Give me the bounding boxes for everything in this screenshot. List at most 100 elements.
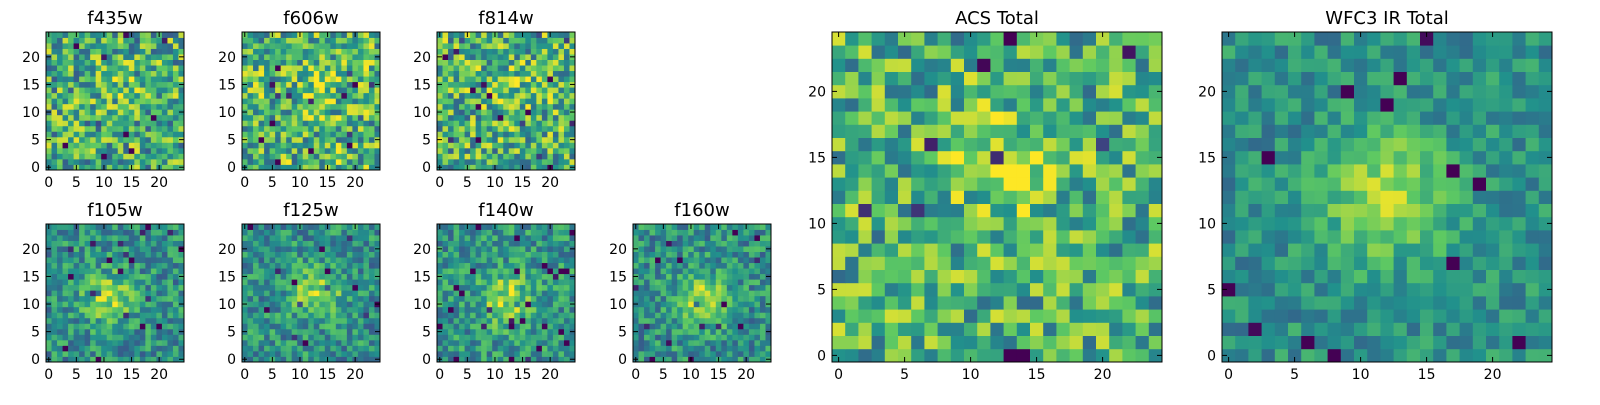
heatmap-cell	[352, 49, 358, 55]
heatmap-cell	[151, 43, 157, 49]
heatmap-cell	[498, 296, 504, 302]
heatmap-cell	[1109, 322, 1123, 336]
heatmap-cell	[123, 345, 129, 351]
heatmap-cell	[292, 307, 298, 313]
heatmap-cell	[123, 274, 129, 280]
heatmap-cell	[85, 120, 91, 126]
heatmap-cell	[542, 274, 548, 280]
heatmap-cell	[661, 318, 667, 324]
heatmap-cell	[525, 268, 531, 274]
heatmap-cell	[503, 131, 509, 137]
heatmap-cell	[107, 329, 113, 335]
heatmap-cell	[514, 87, 520, 93]
heatmap-cell	[96, 49, 102, 55]
heatmap-cell	[437, 71, 443, 77]
heatmap-cell	[63, 60, 69, 66]
heatmap-cell	[845, 243, 859, 257]
heatmap-cell	[286, 224, 292, 230]
heatmap-cell	[74, 323, 80, 329]
heatmap-cell	[68, 159, 74, 165]
heatmap-cell	[68, 120, 74, 126]
heatmap-cell	[749, 235, 755, 241]
heatmap-cell	[292, 257, 298, 263]
heatmap-cell	[977, 204, 991, 218]
heatmap-cell	[443, 274, 449, 280]
heatmap-cell	[459, 98, 465, 104]
heatmap-cell	[911, 204, 925, 218]
heatmap-cell	[270, 120, 276, 126]
heatmap-cell	[46, 340, 52, 346]
heatmap-cell	[492, 104, 498, 110]
heatmap-cell	[173, 246, 179, 252]
heatmap-cell	[96, 32, 102, 38]
heatmap-cell	[743, 268, 749, 274]
heatmap-cell	[1149, 256, 1163, 270]
heatmap-cell	[134, 290, 140, 296]
heatmap-cell	[140, 345, 146, 351]
heatmap-cell	[1043, 230, 1057, 244]
heatmap-cell	[536, 351, 542, 357]
heatmap-cell	[248, 131, 254, 137]
heatmap-cell	[336, 49, 342, 55]
heatmap-cell	[514, 104, 520, 110]
heatmap-cell	[1136, 336, 1150, 350]
heatmap-cell	[1043, 243, 1057, 257]
y-tick-label: 20	[413, 242, 431, 258]
heatmap-cell	[248, 43, 254, 49]
heatmap-cell	[465, 109, 471, 115]
heatmap-cell	[694, 279, 700, 285]
heatmap-cell	[358, 43, 364, 49]
heatmap-cell	[1149, 296, 1163, 310]
heatmap-cell	[454, 153, 460, 159]
heatmap-cell	[547, 252, 553, 258]
heatmap-cell	[1096, 230, 1110, 244]
heatmap-cell	[481, 38, 487, 44]
heatmap-cell	[90, 87, 96, 93]
heatmap-cell	[885, 349, 899, 363]
heatmap-cell	[129, 43, 135, 49]
heatmap-cell	[369, 54, 375, 60]
heatmap-cell	[509, 345, 515, 351]
heatmap-cell	[437, 148, 443, 154]
heatmap-cell	[1149, 309, 1163, 323]
heatmap-cell	[57, 230, 63, 236]
heatmap-cell	[553, 87, 559, 93]
heatmap-cell	[481, 49, 487, 55]
y-tick-label: 15	[413, 269, 431, 285]
y-tick-label: 5	[31, 133, 40, 149]
heatmap-cell	[363, 268, 369, 274]
heatmap-cell	[710, 241, 716, 247]
heatmap-cell	[46, 126, 52, 132]
heatmap-cell	[1017, 177, 1031, 191]
heatmap-cell	[314, 340, 320, 346]
heatmap-cell	[264, 98, 270, 104]
heatmap-cell	[547, 235, 553, 241]
heatmap-cell	[292, 137, 298, 143]
heatmap-cell	[167, 301, 173, 307]
heatmap-cell	[151, 82, 157, 88]
heatmap-cell	[63, 329, 69, 335]
heatmap-cell	[688, 318, 694, 324]
heatmap-cell	[677, 345, 683, 351]
heatmap-cell	[264, 32, 270, 38]
heatmap-cell	[448, 71, 454, 77]
heatmap-cell	[74, 153, 80, 159]
heatmap-cell	[308, 115, 314, 121]
heatmap-cell	[677, 274, 683, 280]
heatmap-cell	[369, 252, 375, 258]
heatmap-cell	[319, 307, 325, 313]
heatmap-cell	[358, 76, 364, 82]
heatmap-cell	[101, 345, 107, 351]
heatmap-cell	[487, 246, 493, 252]
heatmap-cell	[520, 296, 526, 302]
heatmap-cell	[558, 235, 564, 241]
heatmap-cell	[341, 246, 347, 252]
heatmap-cell	[264, 323, 270, 329]
heatmap-cell	[872, 217, 886, 231]
heatmap-cell	[270, 142, 276, 148]
heatmap-cell	[639, 263, 645, 269]
heatmap-cell	[1017, 322, 1031, 336]
heatmap-cell	[525, 246, 531, 252]
heatmap-cell	[259, 82, 265, 88]
heatmap-cell	[314, 351, 320, 357]
